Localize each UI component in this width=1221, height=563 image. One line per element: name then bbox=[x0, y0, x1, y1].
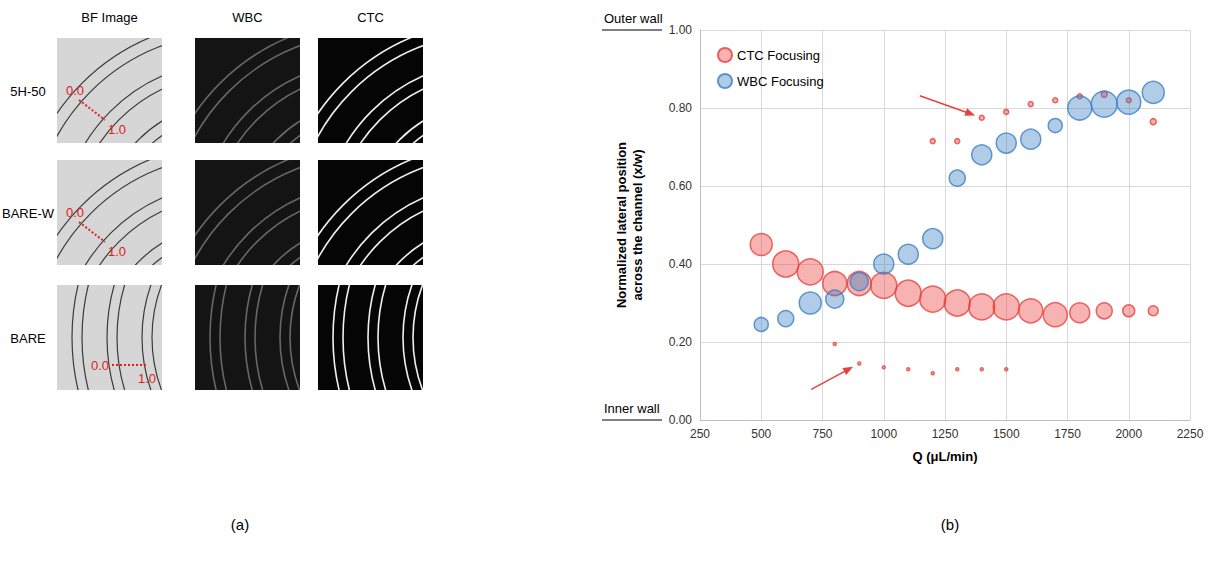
svg-text:WBC: WBC bbox=[232, 10, 262, 25]
svg-text:1750: 1750 bbox=[1054, 427, 1081, 441]
svg-text:500: 500 bbox=[751, 427, 771, 441]
svg-text:250: 250 bbox=[690, 427, 710, 441]
svg-text:1500: 1500 bbox=[993, 427, 1020, 441]
svg-text:(b): (b) bbox=[941, 516, 959, 533]
svg-text:5H-50: 5H-50 bbox=[10, 84, 45, 99]
svg-text:1000: 1000 bbox=[870, 427, 897, 441]
svg-text:2250: 2250 bbox=[1177, 427, 1204, 441]
svg-text:0.0: 0.0 bbox=[66, 205, 84, 220]
svg-text:1.00: 1.00 bbox=[669, 23, 693, 37]
svg-text:0.40: 0.40 bbox=[669, 257, 693, 271]
svg-text:1.0: 1.0 bbox=[108, 122, 126, 137]
svg-text:(a): (a) bbox=[231, 516, 249, 533]
svg-text:across the channel (x/w): across the channel (x/w) bbox=[630, 150, 645, 301]
svg-text:750: 750 bbox=[812, 427, 832, 441]
svg-text:Inner wall: Inner wall bbox=[604, 401, 660, 416]
svg-text:1250: 1250 bbox=[932, 427, 959, 441]
svg-text:Normalized lateral position: Normalized lateral position bbox=[614, 142, 629, 308]
svg-text:0.00: 0.00 bbox=[669, 413, 693, 427]
svg-text:BARE-W: BARE-W bbox=[2, 206, 55, 221]
svg-text:WBC Focusing: WBC Focusing bbox=[737, 74, 824, 89]
svg-text:BF Image: BF Image bbox=[81, 10, 137, 25]
svg-text:0.0: 0.0 bbox=[91, 358, 109, 373]
svg-text:CTC: CTC bbox=[357, 10, 384, 25]
svg-text:BARE: BARE bbox=[10, 331, 46, 346]
svg-text:0.80: 0.80 bbox=[669, 101, 693, 115]
svg-text:Outer wall: Outer wall bbox=[604, 11, 663, 26]
svg-text:0.20: 0.20 bbox=[669, 335, 693, 349]
svg-text:0.0: 0.0 bbox=[66, 83, 84, 98]
svg-text:2000: 2000 bbox=[1115, 427, 1142, 441]
svg-text:1.0: 1.0 bbox=[138, 371, 156, 386]
svg-text:1.0: 1.0 bbox=[108, 244, 126, 259]
svg-text:Q (μL/min): Q (μL/min) bbox=[913, 449, 978, 464]
svg-text:0.60: 0.60 bbox=[669, 179, 693, 193]
svg-text:CTC Focusing: CTC Focusing bbox=[737, 48, 820, 63]
